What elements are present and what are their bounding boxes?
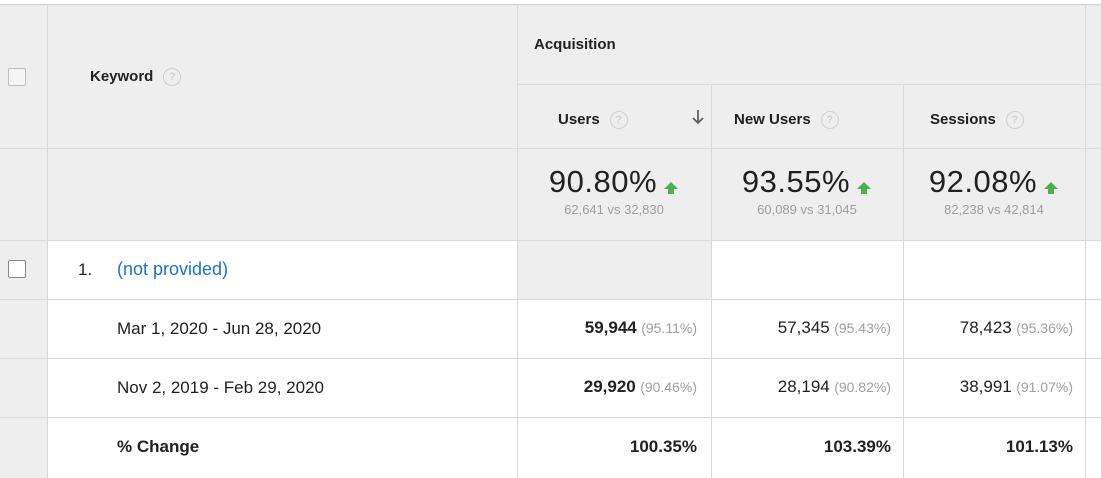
- users-total: 90.80% 62,641 vs 32,830: [517, 164, 711, 217]
- keyword-link-not-provided[interactable]: (not provided): [117, 259, 229, 279]
- sessions-value: 38,991: [959, 377, 1012, 396]
- header-bottom-border: [0, 148, 1101, 149]
- new-users-cell: 57,345 (95.43%): [711, 318, 891, 338]
- users-pct: (90.46%): [640, 379, 697, 395]
- up-arrow-icon: [857, 181, 872, 194]
- acquisition-divider: [517, 84, 1101, 85]
- users-value: 29,920: [583, 377, 636, 396]
- sessions-col-border: [1085, 4, 1086, 478]
- row1-bottom-border: [0, 299, 1101, 300]
- sessions-cell: 38,991 (91.07%): [903, 377, 1073, 397]
- new-users-header-label: New Users: [734, 111, 811, 128]
- keyword-header-label: Keyword: [90, 68, 154, 85]
- sessions-value: 78,423: [959, 318, 1012, 337]
- new-users-total-pct: 93.55%: [741, 164, 851, 199]
- sessions-pct: (91.07%): [1016, 379, 1073, 395]
- new-users-change-value: 103.39%: [823, 437, 891, 456]
- up-arrow-icon: [1044, 181, 1059, 194]
- new-users-pct: (90.82%): [834, 379, 891, 395]
- sort-descending-arrow-icon[interactable]: [691, 109, 705, 125]
- totals-bottom-border: [0, 240, 1101, 241]
- sessions-pct: (95.36%): [1016, 320, 1073, 336]
- date-range-label: Nov 2, 2019 - Feb 29, 2020: [117, 378, 324, 397]
- keyword-column-header[interactable]: Keyword?: [90, 68, 182, 87]
- sessions-change-value: 101.13%: [1005, 437, 1073, 456]
- users-total-pct: 90.80%: [548, 164, 658, 199]
- sessions-help-icon[interactable]: ?: [1005, 111, 1024, 130]
- users-total-compare: 62,641 vs 32,830: [564, 202, 664, 217]
- users-col-border: [711, 84, 712, 478]
- sessions-cell: 78,423 (95.36%): [903, 318, 1073, 338]
- acquisition-group-header: Acquisition: [534, 36, 616, 53]
- users-pct: (95.11%): [641, 320, 697, 336]
- sessions-total-compare: 82,238 vs 42,814: [944, 202, 1044, 217]
- row-gutter-background: [0, 240, 47, 478]
- table-top-border: [0, 4, 1101, 5]
- sessions-total-pct: 92.08%: [928, 164, 1038, 199]
- date-range-label: Mar 1, 2020 - Jun 28, 2020: [117, 319, 322, 338]
- users-cell: 59,944 (95.11%): [517, 318, 697, 338]
- users-help-icon[interactable]: ?: [609, 111, 628, 130]
- users-cell: 29,920 (90.46%): [517, 377, 697, 397]
- sessions-total: 92.08% 82,238 vs 42,814: [903, 164, 1085, 217]
- newusers-col-border: [903, 84, 904, 478]
- users-value: 59,944: [584, 318, 637, 337]
- new-users-total: 93.55% 60,089 vs 31,045: [711, 164, 903, 217]
- keyword-help-icon[interactable]: ?: [163, 68, 182, 87]
- new-users-cell: 28,194 (90.82%): [711, 377, 891, 397]
- sessions-column-header[interactable]: Sessions?: [930, 111, 1024, 130]
- users-header-label: Users: [558, 111, 600, 128]
- users-change-value: 100.35%: [629, 437, 697, 456]
- change-row-label: % Change: [117, 437, 200, 456]
- not-provided-users-cell: [517, 240, 711, 299]
- new-users-pct: (95.43%): [834, 320, 891, 336]
- row-checkbox[interactable]: [8, 260, 26, 278]
- new-users-value: 28,194: [777, 377, 830, 396]
- new-users-column-header[interactable]: New Users?: [734, 111, 839, 130]
- up-arrow-icon: [664, 181, 679, 194]
- checkbox-col-border: [47, 4, 48, 478]
- sessions-header-label: Sessions: [930, 111, 996, 128]
- row3-bottom-border: [0, 417, 1101, 418]
- new-users-total-compare: 60,089 vs 31,045: [757, 202, 857, 217]
- row2-bottom-border: [0, 358, 1101, 359]
- header-background: [0, 4, 1101, 240]
- new-users-value: 57,345: [777, 318, 830, 337]
- users-column-header[interactable]: Users?: [558, 109, 708, 130]
- row-index: 1.: [78, 260, 93, 279]
- select-all-checkbox[interactable]: [8, 68, 26, 86]
- new-users-help-icon[interactable]: ?: [820, 111, 839, 130]
- keyword-col-border: [517, 4, 518, 478]
